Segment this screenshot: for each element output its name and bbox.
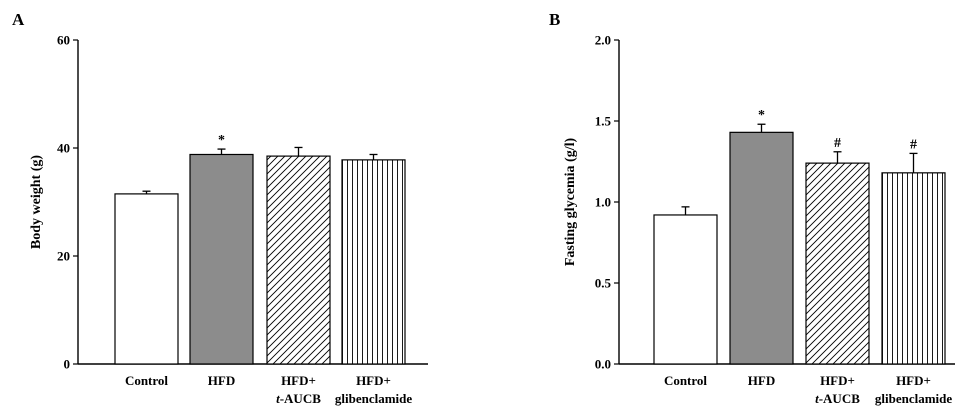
panel-a-ytick-label: 40 — [57, 141, 70, 156]
panel-a-category-label-4: HFD+ — [356, 373, 391, 388]
panel-b-letter: B — [549, 10, 560, 29]
panel-b-ytick-label: 0.0 — [595, 357, 611, 372]
panel-a-bar-1 — [114, 193, 179, 365]
panel-b-ytick-label: 2.0 — [595, 33, 611, 48]
panel-b-significance-mark-4: # — [910, 137, 917, 152]
panel-b-y-axis-label: Fasting glycemia (g/l) — [563, 138, 578, 267]
panel-b-category-sublabel-4: glibenclamide — [875, 391, 953, 406]
panel-a-bar-3 — [266, 155, 331, 365]
panel-b-bar-3 — [805, 162, 870, 365]
panel-a-ytick-label: 60 — [57, 33, 70, 48]
panel-b-ytick-label: 1.5 — [595, 114, 612, 129]
panel-b-ytick-label: 1.0 — [595, 195, 611, 210]
panel-a-bar-2 — [189, 153, 254, 365]
panel-b-bar-4 — [881, 172, 946, 365]
panel-b-category-label-2: HFD — [748, 373, 775, 388]
panel-a-ytick-label: 20 — [57, 249, 70, 264]
panel-b-category-sublabel-3: t-AUCB — [815, 391, 860, 406]
panel-b-significance-mark-3: # — [834, 136, 841, 151]
panel-a-y-axis-label: Body weight (g) — [29, 155, 44, 249]
panel-b-bar-1 — [653, 214, 718, 365]
panel-b-ytick-label: 0.5 — [595, 276, 612, 291]
panel-a-category-label-3: HFD+ — [281, 373, 316, 388]
panel-a-significance-mark-2: * — [218, 133, 225, 148]
panel-a-bar-4 — [341, 159, 406, 365]
panel-b-bar-2 — [729, 131, 794, 365]
panel-a-ytick-label: 0 — [64, 357, 71, 372]
panel-a-letter: A — [12, 10, 25, 29]
panel-b-chart: B 0.0 0.5 1.0 1.5 2.0 Fasting glycemia (g/l) C… — [549, 10, 955, 406]
panel-b-category-label-1: Control — [664, 373, 707, 388]
panel-a-category-sublabel-3: t-AUCB — [276, 391, 321, 406]
panel-a-category-label-2: HFD — [208, 373, 235, 388]
panel-b-category-label-3: HFD+ — [820, 373, 855, 388]
panel-a-chart: A 0 20 40 60 Body weight (g) Control * HFD HFD+ t… — [12, 10, 428, 406]
panel-b-category-label-4: HFD+ — [896, 373, 931, 388]
panel-a-category-sublabel-4: glibenclamide — [335, 391, 413, 406]
panel-a-category-label-1: Control — [125, 373, 168, 388]
panel-b-significance-mark-2: * — [758, 108, 765, 123]
